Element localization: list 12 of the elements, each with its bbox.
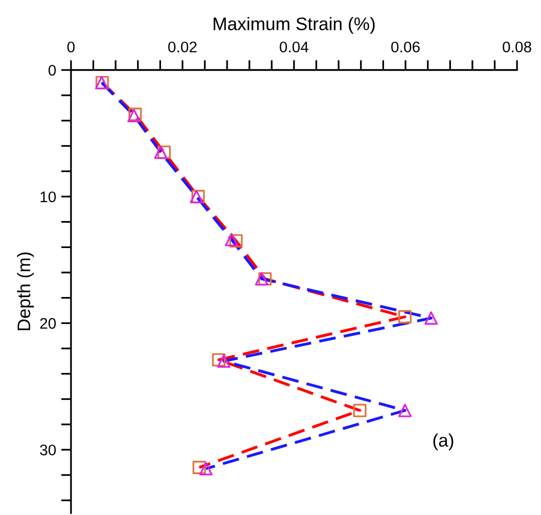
x-tick-label: 0.08 xyxy=(502,42,532,52)
y-tick-label: 20 xyxy=(40,318,56,329)
x-tick-label: 0.04 xyxy=(280,42,308,52)
annotation: (a) xyxy=(433,433,454,450)
x-tick-label: 0.02 xyxy=(168,42,197,52)
x-tick-label: 0 xyxy=(67,42,75,52)
y-axis-title: Depth (m) xyxy=(17,252,34,330)
y-tick-label: 10 xyxy=(40,191,56,202)
y-tick-label: 30 xyxy=(40,444,56,456)
y-tick-label: 0 xyxy=(48,64,56,76)
x-axis-title: Maximum Strain (%) xyxy=(214,16,375,34)
x-tick-label: 0.06 xyxy=(391,42,420,52)
